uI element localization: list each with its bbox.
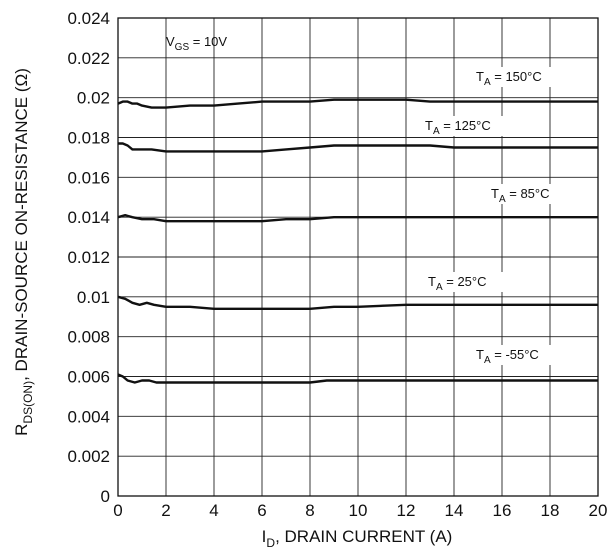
y-tick-label: 0.002 [67,447,110,466]
y-tick-label: 0.016 [67,168,110,187]
x-tick-label: 16 [493,501,512,520]
x-tick-label: 18 [541,501,560,520]
x-tick-label: 10 [349,501,368,520]
x-axis-label: ID, DRAIN CURRENT (A) [262,527,453,550]
series-label: TA = 25°C [428,274,487,293]
series-label-backing [473,345,575,365]
grid-lines [117,17,599,497]
series-label-backing [425,272,521,292]
y-tick-label: 0.024 [67,9,110,28]
y-tick-label: 0.02 [77,89,110,108]
y-tick-label: 0.014 [67,208,110,227]
y-tick-label: 0.01 [77,288,110,307]
x-tick-label: 12 [397,501,416,520]
series-line [117,373,598,384]
x-tick-label: 6 [257,501,266,520]
y-axis-label: RDS(ON), DRAIN-SOURCE ON-RESISTANCE (Ω) [12,68,35,436]
series-label-backing [473,67,583,87]
plot-frame [117,17,599,497]
x-tick-label: 4 [209,501,218,520]
y-tick-label: 0.004 [67,407,110,426]
series-line [117,214,598,223]
y-tick-label: 0.012 [67,248,110,267]
y-tick-label: 0.008 [67,328,110,347]
y-tick-label: 0 [101,487,110,506]
annotations: VGS = 10V TA = 150°C TA = 125°C TA = 85°C T… [166,34,584,366]
x-tick-label: 8 [305,501,314,520]
series-label-backing [488,184,584,204]
series-line [117,98,598,109]
series-label: TA = -55°C [476,347,539,366]
condition-label: VGS = 10V [166,34,227,53]
series-label-backing [422,116,532,136]
series-line [117,295,598,310]
series-lines [117,98,598,384]
series-label: TA = 85°C [491,186,550,205]
x-tick-label: 2 [161,501,170,520]
x-tick-label: 20 [589,501,608,520]
y-tick-label: 0.018 [67,129,110,148]
series-label: TA = 125°C [425,118,491,137]
y-tick-label: 0.006 [67,368,110,387]
x-tick-label: 14 [445,501,464,520]
x-tick-labels: 0 2 4 6 8 10 12 14 16 18 20 [113,501,607,520]
series-line [118,142,598,153]
y-tick-label: 0.022 [67,49,110,68]
x-tick-label: 0 [113,501,122,520]
y-tick-labels: 0 0.002 0.004 0.006 0.008 0.01 0.012 0.014 0.016… [67,9,110,506]
series-label: TA = 150°C [476,69,542,88]
